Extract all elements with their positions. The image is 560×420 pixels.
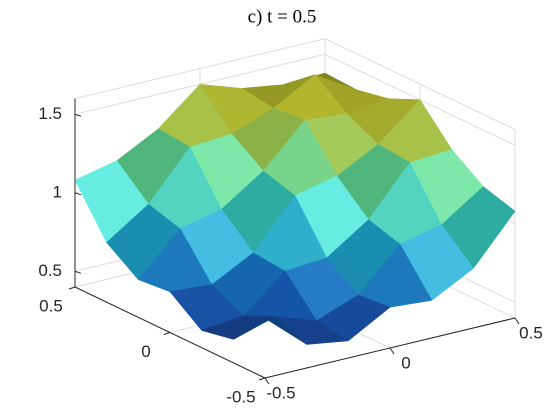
z-tick-label: 1	[53, 182, 62, 201]
surface-patch	[233, 316, 308, 345]
x-tick-label: -0.5	[266, 383, 295, 402]
y-tick	[258, 377, 266, 381]
y-tick	[163, 332, 171, 335]
z-tick-label: 0.5	[38, 261, 62, 280]
x-tick-label: 0	[401, 353, 410, 372]
y-tick-label: 0	[141, 342, 150, 361]
y-tick-label: -0.5	[226, 387, 255, 406]
z-tick	[74, 113, 82, 117]
z-tick	[74, 270, 82, 274]
y-tick-label: 0.5	[39, 296, 63, 315]
axes: -0.5 0 0.5 -0.5 0 0.5 0.5 1 1.5	[38, 98, 543, 406]
x-tick	[514, 317, 520, 325]
surface	[74, 72, 516, 345]
chart-title: c) t = 0.5	[248, 6, 317, 27]
x-tick	[264, 377, 270, 385]
y-tick	[68, 286, 76, 290]
z-tick-label: 1.5	[38, 104, 62, 123]
z-tick	[74, 192, 82, 196]
x-tick-label: 0.5	[519, 323, 543, 342]
x-tick	[389, 347, 395, 355]
